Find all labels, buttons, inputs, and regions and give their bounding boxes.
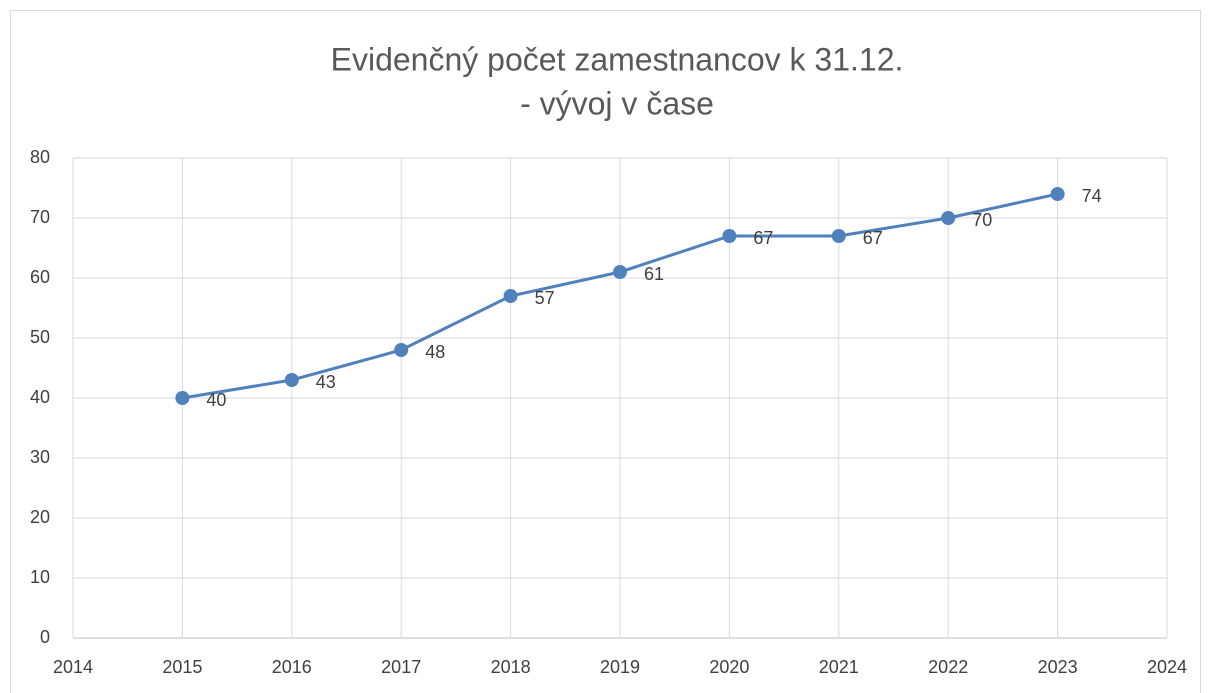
y-tick-label: 0: [40, 627, 50, 647]
chart-title: Evidenčný počet zamestnancov k 31.12.: [331, 41, 904, 77]
point: [394, 343, 409, 357]
y-tick-label: 60: [30, 267, 50, 287]
chart-border: [10, 10, 1201, 693]
y-tick-label: 10: [30, 567, 50, 587]
data-label: 57: [535, 288, 555, 308]
data-label: 48: [425, 342, 445, 362]
point: [284, 373, 299, 387]
x-tick-label: 2016: [272, 657, 312, 677]
y-tick-label: 20: [30, 507, 50, 527]
point: [503, 289, 518, 303]
point: [722, 229, 737, 243]
chart-title: - vývoj v čase: [520, 85, 714, 121]
point: [613, 265, 627, 279]
x-tick-label: 2021: [819, 657, 859, 677]
x-tick-label: 2020: [709, 657, 749, 677]
y-tick-label: 30: [30, 447, 50, 467]
data-label: 40: [206, 390, 226, 410]
x-tick-label: 2023: [1038, 657, 1078, 677]
data-label: 61: [644, 264, 664, 284]
x-tick-label: 2014: [53, 657, 93, 677]
x-tick-label: 2024: [1147, 657, 1187, 677]
x-tick-label: 2018: [491, 657, 531, 677]
data-label: 43: [316, 372, 336, 392]
point: [941, 211, 956, 225]
data-label: 67: [863, 228, 883, 248]
data-label: 74: [1082, 186, 1102, 206]
point: [175, 391, 190, 405]
y-tick-label: 80: [30, 147, 50, 167]
point: [831, 229, 846, 243]
data-label: 67: [753, 228, 773, 248]
x-tick-label: 2015: [162, 657, 202, 677]
x-tick-label: 2022: [928, 657, 968, 677]
y-tick-label: 40: [30, 387, 50, 407]
point: [1050, 187, 1065, 201]
data-label: 70: [972, 210, 992, 230]
y-tick-label: 50: [30, 327, 50, 347]
y-tick-label: 70: [30, 207, 50, 227]
x-tick-label: 2017: [381, 657, 421, 677]
x-tick-label: 2019: [600, 657, 640, 677]
